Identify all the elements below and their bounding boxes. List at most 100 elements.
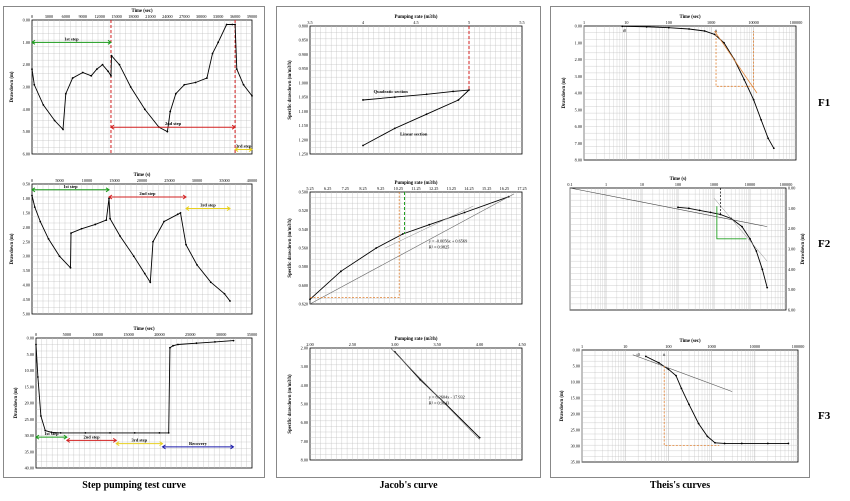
data-point — [362, 144, 364, 147]
chart-f3-theis: 1 10 100 1000 10000 100000 Time (sec) 0.00 5.00 1… — [560, 339, 804, 465]
data-point — [362, 99, 364, 101]
row-label-f1: F1 — [818, 97, 831, 109]
data-point — [205, 77, 208, 79]
arrowhead — [108, 194, 113, 200]
y-tick-label: 6.00 — [575, 124, 582, 129]
y-tick-label: 2.00 — [23, 62, 30, 67]
y-tick-label: 0.540 — [299, 227, 308, 232]
y-tick-label: 30.00 — [25, 433, 34, 438]
data-point — [105, 219, 108, 222]
step-label: Recovery — [189, 441, 208, 446]
tangent-line — [713, 198, 768, 262]
data-point — [706, 435, 709, 438]
data-point — [251, 95, 253, 97]
x-axis-label: Pumping rate (m3/h) — [395, 337, 438, 342]
arrowhead — [31, 187, 36, 193]
x-tick-label: 100000 — [790, 20, 803, 25]
y-tick-label: 5.00 — [23, 129, 30, 134]
step-label: 2nd step — [139, 191, 156, 196]
step-label: 3rd step — [200, 203, 216, 208]
trendline — [309, 193, 515, 305]
data-point — [234, 23, 236, 26]
step-label: 1st step — [44, 431, 59, 436]
gridlines — [310, 348, 522, 460]
data-point — [703, 30, 706, 32]
y-tick-label: 40.00 — [25, 466, 34, 471]
x-tick-label: 8.25 — [359, 186, 366, 191]
data-point — [174, 92, 177, 95]
x-tick-label: 10000 — [92, 332, 102, 337]
y-tick-label: 20.00 — [25, 401, 34, 406]
y-tick-label: 0.850 — [299, 38, 308, 43]
data-point — [94, 223, 97, 226]
data-point — [169, 110, 172, 113]
y-tick-label: 25.00 — [25, 417, 34, 422]
y-axis-label: Drawdown (m) — [801, 233, 806, 264]
y-axis-label: Specific drawdown (m/m3/h) — [288, 60, 293, 120]
data-point — [425, 93, 428, 96]
y-tick-label: 3.00 — [301, 364, 308, 369]
data-point — [35, 343, 37, 346]
x-tick-label: 1 — [581, 344, 583, 349]
y-tick-label: 0.00 — [23, 18, 30, 23]
y-tick-label: 7.00 — [575, 141, 582, 146]
data-point — [101, 63, 104, 66]
data-point — [167, 432, 170, 434]
y-tick-label: 0.520 — [299, 208, 308, 213]
data-point — [709, 211, 712, 214]
arrowhead — [65, 437, 71, 443]
x-tick-label: 10000 — [748, 20, 758, 25]
data-point — [70, 232, 72, 235]
data-point — [713, 33, 716, 36]
y-tick-label: 2.00 — [23, 225, 30, 230]
x-tick-label: 9.25 — [377, 186, 384, 191]
data-point — [194, 81, 197, 84]
y-tick-label: 4.50 — [23, 297, 30, 302]
x-tick-label: 15.25 — [482, 186, 491, 191]
y-tick-label: 15.00 — [25, 384, 34, 389]
data-point — [242, 83, 245, 86]
guide-line — [715, 31, 754, 87]
data-point — [772, 147, 775, 150]
x-tick-label: 30000 — [216, 332, 226, 337]
x-tick-label: 5000 — [63, 332, 71, 337]
trendline-equation: R² = 0.9643 — [429, 400, 450, 405]
y-tick-label: 3.00 — [788, 247, 795, 252]
data-point — [185, 243, 187, 246]
data-point — [457, 99, 460, 101]
y-axis-label: Drawdown (m) — [562, 77, 567, 108]
y-tick-label: 7.00 — [301, 439, 308, 444]
data-point — [64, 92, 67, 95]
y-tick-label: 3.00 — [575, 74, 582, 79]
y-tick-label: 1.000 — [299, 80, 308, 85]
x-tick-label: 6000 — [62, 14, 70, 19]
x-tick-label: 1 — [605, 182, 607, 187]
data-point — [452, 90, 454, 93]
chart-f3-step-pumping: 0 5000 10000 15000 20000 25000 30000 35000 Time … — [14, 327, 257, 471]
data-point — [80, 227, 83, 230]
data-point — [129, 86, 132, 88]
y-tick-label: 0.00 — [573, 348, 580, 353]
data-point — [31, 194, 33, 197]
trendline-equation: R² = 0.9825 — [429, 244, 450, 249]
x-axis-label: Time (sec) — [679, 339, 700, 344]
arrowhead — [112, 437, 118, 443]
x-tick-label: 6.25 — [324, 186, 331, 191]
data-point — [714, 441, 716, 444]
data-point — [231, 23, 234, 26]
x-tick-label: 2.00 — [306, 342, 313, 347]
col2-caption: Jacob's curve — [379, 480, 438, 491]
data-point — [183, 83, 186, 86]
step-label: 1st step — [64, 36, 79, 41]
y-tick-label: 35.00 — [571, 460, 580, 465]
x-tick-label: 4.50 — [518, 342, 525, 347]
data-point — [71, 77, 74, 79]
data-point — [621, 25, 624, 28]
data-point — [687, 207, 690, 210]
row-label-f2: F2 — [818, 238, 831, 250]
data-point — [677, 206, 679, 209]
data-point — [176, 213, 179, 216]
y-tick-label: 0.500 — [299, 190, 308, 195]
x-tick-label: 20000 — [137, 178, 147, 183]
y-axis-label: Specific drawdown (m/m3/h) — [288, 374, 293, 434]
